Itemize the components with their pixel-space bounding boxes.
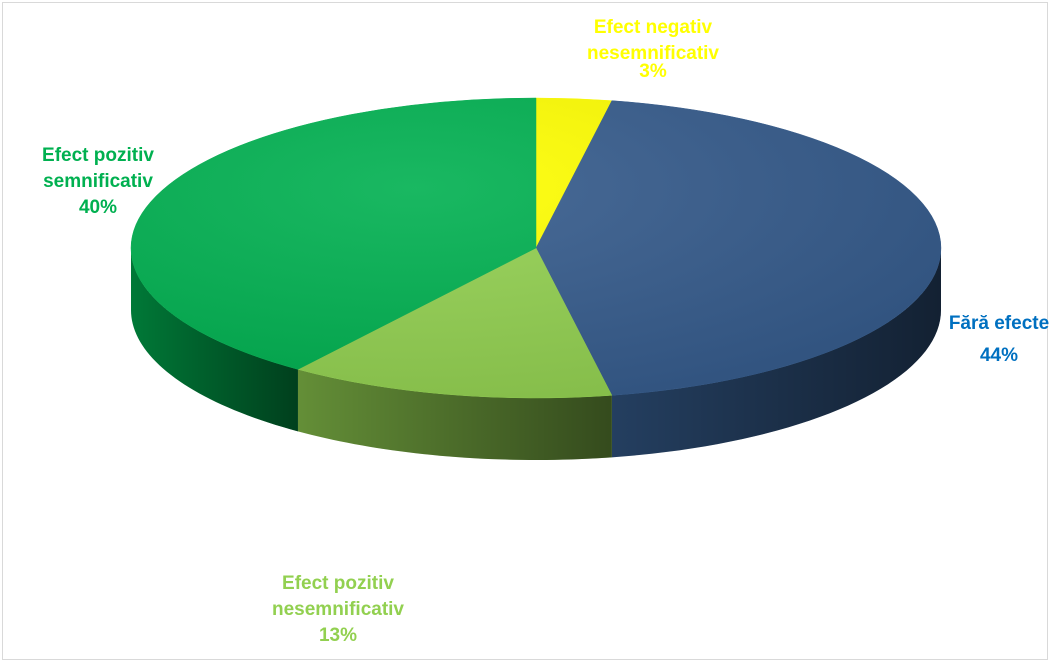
label-line1: Fără efecte xyxy=(948,313,1050,334)
label-line2: nesemnificativ xyxy=(587,43,719,64)
label-line1: Efect pozitiv xyxy=(42,145,154,166)
pie-chart xyxy=(130,97,942,460)
label-value: 3% xyxy=(639,61,667,82)
label-efect-pozitiv-semnificativ: Efect pozitiv semnificativ 40% xyxy=(3,143,193,221)
slice-fara-efecte-side-shade xyxy=(611,248,941,458)
label-value: 44% xyxy=(979,345,1019,366)
label-line1: Efect negativ xyxy=(593,17,713,38)
label-efect-pozitiv-nesemnificativ: Efect pozitiv nesemnificativ 13% xyxy=(238,571,438,649)
slice-efect-pozitiv-nesemnificativ-side-shade xyxy=(297,369,612,460)
label-line1: Efect pozitiv xyxy=(282,573,394,594)
label-value: 40% xyxy=(78,197,118,218)
label-efect-negativ: Efect negativ nesemnificativ 3% xyxy=(543,15,763,85)
slice-efect-pozitiv-semnificativ-side-shade xyxy=(131,248,298,432)
label-fara-efecte: Fără efecte 44% xyxy=(919,311,1052,369)
label-line2: nesemnificativ xyxy=(272,599,404,620)
label-line2: semnificativ xyxy=(43,171,153,192)
label-value: 13% xyxy=(318,625,358,646)
pie-top-lighting xyxy=(131,98,941,398)
